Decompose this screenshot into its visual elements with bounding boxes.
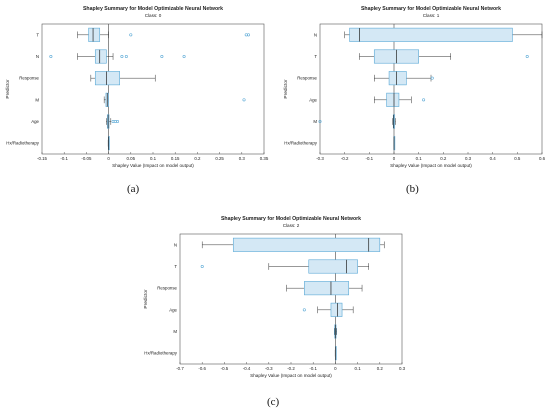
box [330,302,343,317]
outlier-point [246,33,250,37]
box [388,71,407,86]
x-tick-label: -0.6 [198,366,206,371]
outlier-point [182,54,186,58]
x-tick-label: 0.05 [127,156,136,161]
x-tick-label: -0.1 [60,156,68,161]
category-label: Age [31,119,39,124]
x-tick-label: -0.1 [309,366,317,371]
x-tick-label: -0.05 [81,156,92,161]
x-tick-label: -0.4 [243,366,251,371]
x-tick-label: 0.2 [194,156,201,161]
category-label: Response [157,286,177,291]
x-tick-label: 0.3 [465,156,472,161]
category-label: N [314,32,317,37]
caption-a: (a) [127,183,140,195]
category-label: Response [297,76,317,81]
category-label: Hx/Radiotherapy [6,141,40,146]
category-label: Hx/Radiotherapy [284,141,318,146]
box [386,92,400,107]
x-tick-label: 0.1 [416,156,423,161]
x-tick-label: -0.5 [221,366,229,371]
caption-c: (c) [267,396,280,408]
chart-subtitle: Class: 0 [145,13,162,18]
outlier-point [129,33,133,37]
box [94,49,107,64]
x-tick-label: 0.3 [239,156,246,161]
x-axis-label: Shapley Value (Impact on model output) [390,163,472,168]
x-tick-label: 0.1 [355,366,362,371]
x-tick-label: 0.5 [514,156,521,161]
category-label: M [173,329,177,334]
x-tick-label: -0.2 [287,366,295,371]
category-label: T [36,32,39,37]
category-label: T [314,54,317,59]
category-label: T [174,264,177,269]
x-tick-label: 0.35 [260,156,269,161]
x-tick-label: 0.2 [440,156,447,161]
shapley-chart-class-2: Shapley Summary for Model Optimizable Ne… [143,216,406,378]
outlier-point [115,120,119,124]
outlier-point [525,54,529,58]
x-tick-label: 0.6 [539,156,546,161]
y-axis-label: Predictor [5,79,11,99]
outlier-point [422,98,426,102]
chart-subtitle: Class: 2 [283,223,300,228]
box [232,237,381,252]
category-label: Response [19,76,39,81]
box [304,281,350,296]
outlier-point [120,54,124,58]
category-label: M [313,119,317,124]
outlier-point [160,54,164,58]
outlier-point [318,120,322,124]
chart-title: Shapley Summary for Model Optimizable Ne… [83,6,223,12]
x-axis-label: Shapley Value (Impact on model output) [112,163,194,168]
plot-frame [41,23,265,155]
shapley-chart-class-0: Shapley Summary for Model Optimizable Ne… [5,6,269,168]
x-tick-label: 0.4 [490,156,497,161]
y-axis-label: Predictor [283,79,289,99]
box [88,27,101,42]
box [308,259,358,274]
x-tick-label: 0.25 [215,156,224,161]
plot-frame [179,233,403,365]
box [94,71,120,86]
outlier-point [200,264,204,268]
x-tick-label: -0.1 [366,156,374,161]
outlier-point [124,54,128,58]
x-tick-label: -0.2 [341,156,349,161]
outlier-point [242,98,246,102]
chart-title: Shapley Summary for Model Optimizable Ne… [221,216,361,222]
x-tick-label: 0.15 [171,156,180,161]
x-tick-label: -0.3 [316,156,324,161]
chart-subtitle: Class: 1 [423,13,440,18]
outlier-point [430,76,434,80]
y-axis-label: Predictor [143,289,149,309]
x-tick-label: 0.3 [399,366,406,371]
category-label: M [35,97,39,102]
x-tick-label: 0 [334,366,337,371]
x-tick-label: -0.15 [37,156,48,161]
x-tick-label: 0.2 [377,366,384,371]
shapley-chart-class-1: Shapley Summary for Model Optimizable Ne… [283,6,546,168]
category-label: Age [309,97,317,102]
plot-frame [319,23,543,155]
figure-panel-c: Shapley Summary for Model Optimizable Ne… [140,212,408,388]
caption-b: (b) [406,183,419,195]
x-tick-label: -0.7 [176,366,184,371]
category-label: Hx/Radiotherapy [144,351,178,356]
x-tick-label: -0.3 [265,366,273,371]
x-tick-label: 0.1 [150,156,157,161]
outlier-point [302,308,306,312]
x-tick-label: 0 [107,156,110,161]
category-label: Age [169,307,177,312]
x-axis-label: Shapley Value (Impact on model output) [250,373,332,378]
chart-title: Shapley Summary for Model Optimizable Ne… [361,6,501,12]
figure-panel-b: Shapley Summary for Model Optimizable Ne… [280,2,548,178]
figure-panel-a: Shapley Summary for Model Optimizable Ne… [2,2,270,178]
category-label: N [174,242,177,247]
category-label: N [36,54,39,59]
x-tick-label: 0 [393,156,396,161]
box [349,27,513,42]
outlier-point [49,54,53,58]
